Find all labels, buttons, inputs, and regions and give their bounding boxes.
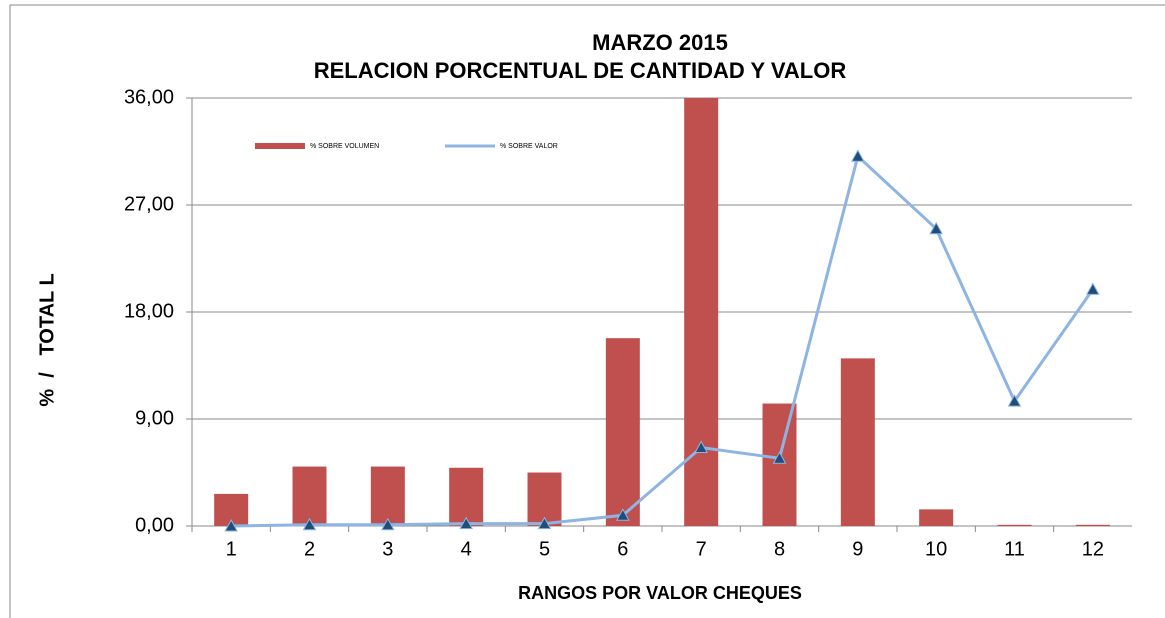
legend-label: % SOBRE VOLUMEN	[310, 143, 379, 150]
bar	[997, 524, 1032, 526]
x-tick-label: 2	[304, 538, 315, 560]
y-tick-label: 0,00	[135, 514, 174, 536]
bar	[840, 358, 875, 526]
marker	[615, 508, 630, 521]
y-tick-label: 9,00	[135, 407, 174, 429]
marker	[459, 516, 474, 530]
bar	[919, 509, 954, 526]
line	[231, 153, 1095, 528]
x-tick-label: 11	[1004, 538, 1025, 560]
x-tick-label: 1	[226, 538, 237, 560]
bar	[1075, 524, 1110, 526]
y-axis-label: % / TOTAL L	[36, 273, 58, 406]
x-tick-label: 12	[1082, 538, 1104, 560]
x-tick-label: 7	[696, 538, 707, 560]
y-tick-label: 18,00	[124, 300, 174, 322]
bar	[684, 98, 719, 526]
x-tick-label: 4	[461, 538, 472, 560]
bar	[292, 466, 327, 526]
x-tick-label: 6	[617, 538, 628, 560]
y-tick-label: 36,00	[124, 86, 174, 108]
marker	[1007, 394, 1022, 407]
marker	[1085, 282, 1100, 295]
marker	[850, 149, 865, 162]
bar	[762, 403, 797, 526]
marker	[537, 516, 552, 530]
chart-title: RELACION PORCENTUAL DE CANTIDAD Y VALOR	[314, 58, 847, 83]
bar	[449, 467, 484, 526]
marker	[380, 517, 395, 531]
x-tick-label: 5	[539, 538, 550, 560]
x-tick-label: 8	[774, 538, 785, 560]
x-tick-label: 9	[852, 538, 863, 560]
marker	[224, 518, 239, 532]
x-axis-label: RANGOS POR VALOR CHEQUES	[518, 583, 802, 603]
chart-title: MARZO 2015	[592, 30, 728, 55]
legend-label: % SOBRE VALOR	[500, 143, 558, 150]
marker	[772, 451, 787, 464]
marker	[302, 517, 317, 531]
x-tick-label: 10	[925, 538, 947, 560]
marker	[694, 440, 709, 454]
bar	[605, 338, 640, 526]
bar	[370, 466, 405, 526]
y-tick-label: 27,00	[124, 193, 174, 215]
legend-swatch	[255, 143, 305, 149]
x-tick-label: 3	[382, 538, 393, 560]
marker	[929, 221, 944, 235]
